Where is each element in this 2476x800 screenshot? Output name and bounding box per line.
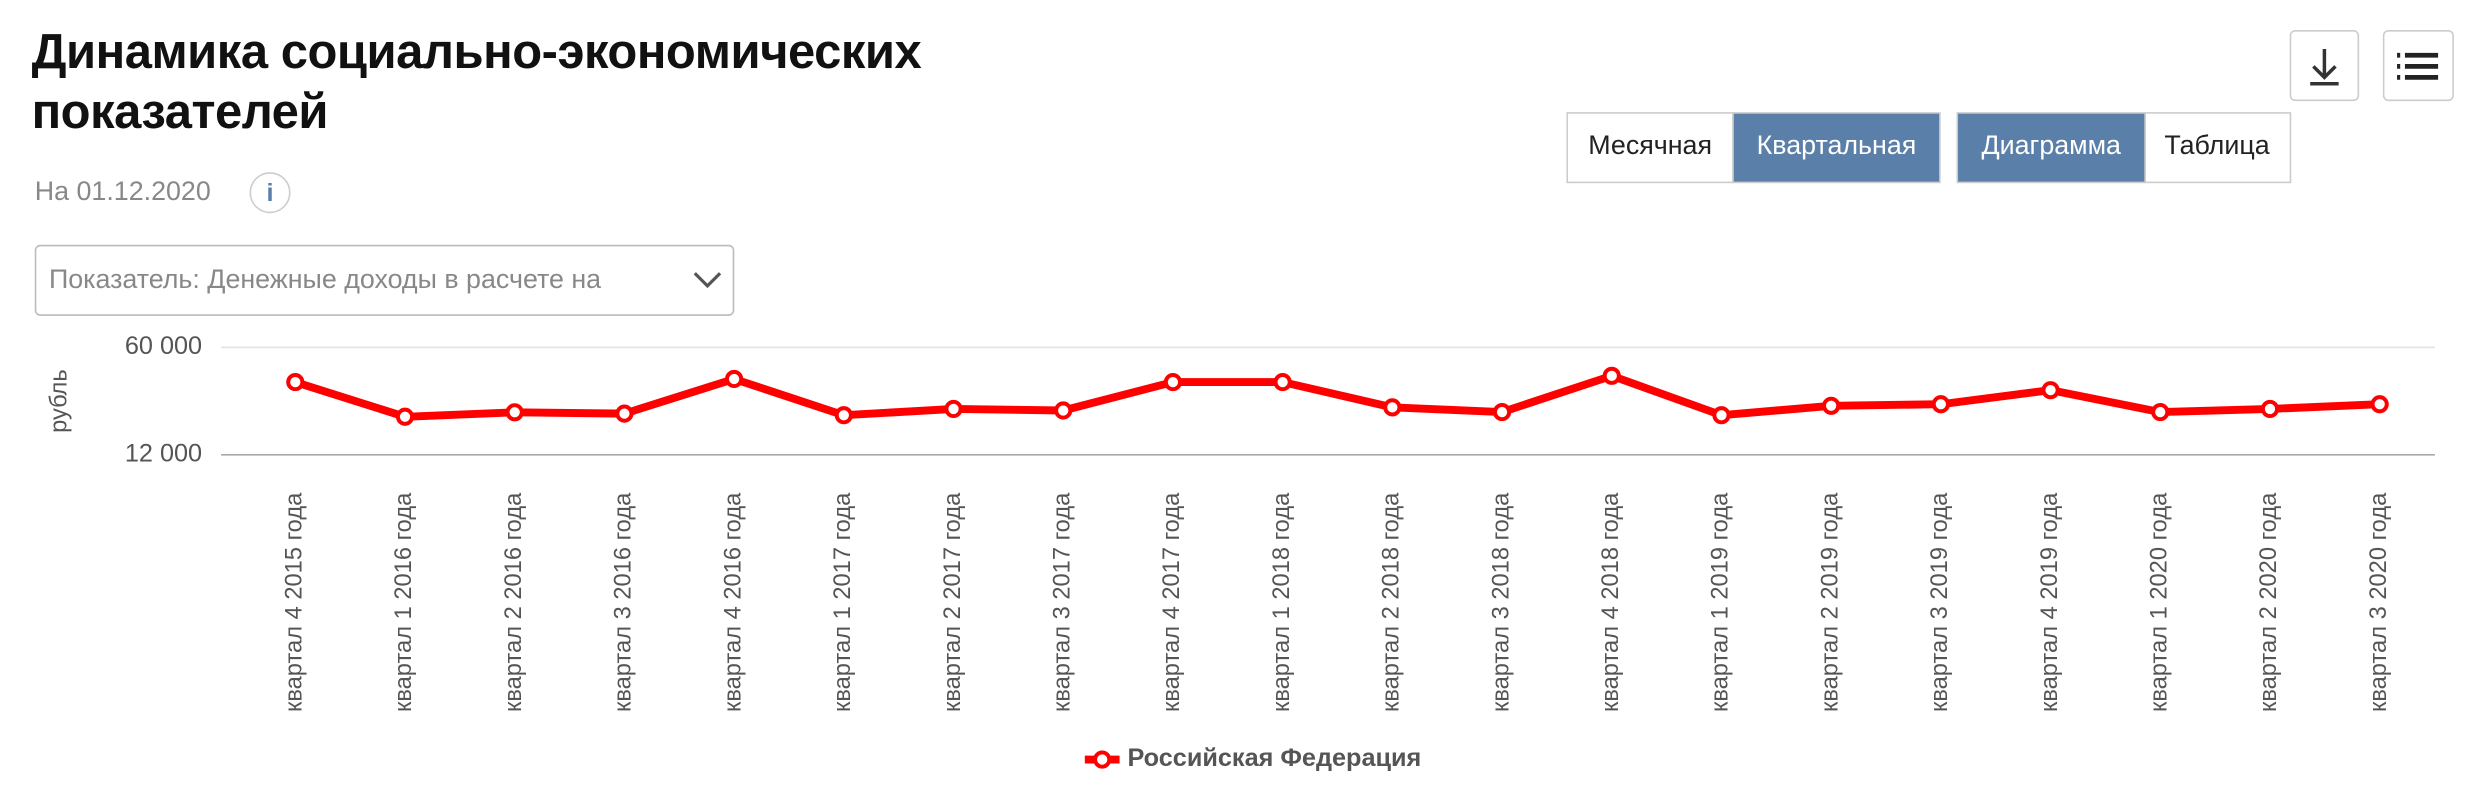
data-point [615, 404, 634, 423]
indicator-text: Показатель: Денежные доходы в расчете на [49, 264, 601, 294]
data-point [944, 399, 963, 419]
page-title: Динамика социально-экономических показат… [31, 23, 922, 139]
indicator-select[interactable] [34, 244, 735, 316]
diagram-button[interactable] [1956, 112, 2146, 184]
menu-icon [2397, 52, 2439, 80]
x-tick-label: квартал 2 2016 года [501, 492, 527, 712]
x-tick-label: квартал 1 2019 года [1708, 492, 1734, 712]
x-tick-label: квартал 3 2017 года [1049, 492, 1075, 712]
data-point [1822, 396, 1841, 415]
quarter-button[interactable] [1732, 112, 1941, 184]
data-point [1492, 402, 1512, 422]
x-tick-label: квартал 3 2020 года [2366, 492, 2392, 712]
button-label: Диаграмма [1981, 130, 2121, 160]
data-point [286, 373, 305, 392]
data-point [2151, 402, 2170, 422]
x-tick-label: квартал 1 2018 года [1269, 492, 1295, 712]
x-tick-label: квартал 4 2018 года [1598, 492, 1624, 712]
legend-label: Российская Федерация [1127, 744, 1421, 772]
data-point [1163, 373, 1183, 392]
x-tick-label: квартал 1 2016 года [391, 492, 417, 712]
title-box: Динамика социально-экономических показат… [31, 23, 922, 139]
data-point [505, 403, 524, 422]
x-tick-label: квартал 4 2015 года [282, 492, 308, 712]
x-tick-label: квартал 3 2018 года [1488, 492, 1514, 712]
info-icon: i [267, 179, 274, 207]
series-line [294, 371, 2380, 421]
data-point [1712, 406, 1731, 425]
x-tick-label: квартал 2 2018 года [1379, 492, 1405, 712]
x-tick-label: квартал 4 2019 года [2037, 492, 2063, 712]
button-label: Таблица [2164, 130, 2269, 160]
info-button[interactable] [249, 172, 291, 214]
month-button[interactable] [1566, 112, 1734, 184]
y-axis-label: рубль [46, 369, 72, 433]
data-point [2370, 395, 2389, 414]
data-point [834, 406, 853, 425]
data-point [725, 369, 744, 389]
chevron [693, 272, 722, 289]
x-tick-label: квартал 2 2020 года [2256, 492, 2282, 712]
data-point [1383, 398, 1402, 417]
x-tick-label: квартал 3 2019 года [1927, 492, 1953, 712]
button-label: Месячная [1588, 130, 1712, 160]
x-tick-label: квартал 4 2017 года [1159, 492, 1185, 712]
data-point [1273, 373, 1292, 392]
download-icon [2310, 48, 2339, 86]
data-point [1054, 401, 1073, 420]
data-point [395, 407, 415, 426]
y-tick-label: 12 000 [125, 439, 202, 467]
x-tick-label: квартал 2 2017 года [940, 492, 966, 712]
data-point [1602, 366, 1621, 385]
x-tick-label: квартал 3 2016 года [611, 492, 637, 712]
y-tick-label: 60 000 [125, 332, 202, 360]
date: На 01.12.2020 [35, 176, 211, 206]
x-tick-label: квартал 1 2020 года [2147, 492, 2173, 712]
legend-marker [1093, 750, 1112, 769]
data-point [1931, 395, 1950, 414]
table-button[interactable] [2144, 112, 2292, 184]
x-tick-label: квартал 1 2017 года [830, 492, 856, 712]
data-point [2041, 381, 2060, 400]
data-point [2260, 399, 2280, 419]
x-tick-label: квартал 2 2019 года [1817, 492, 1843, 712]
x-tick-label: квартал 4 2016 года [720, 492, 746, 712]
button-label: Квартальная [1757, 130, 1917, 160]
